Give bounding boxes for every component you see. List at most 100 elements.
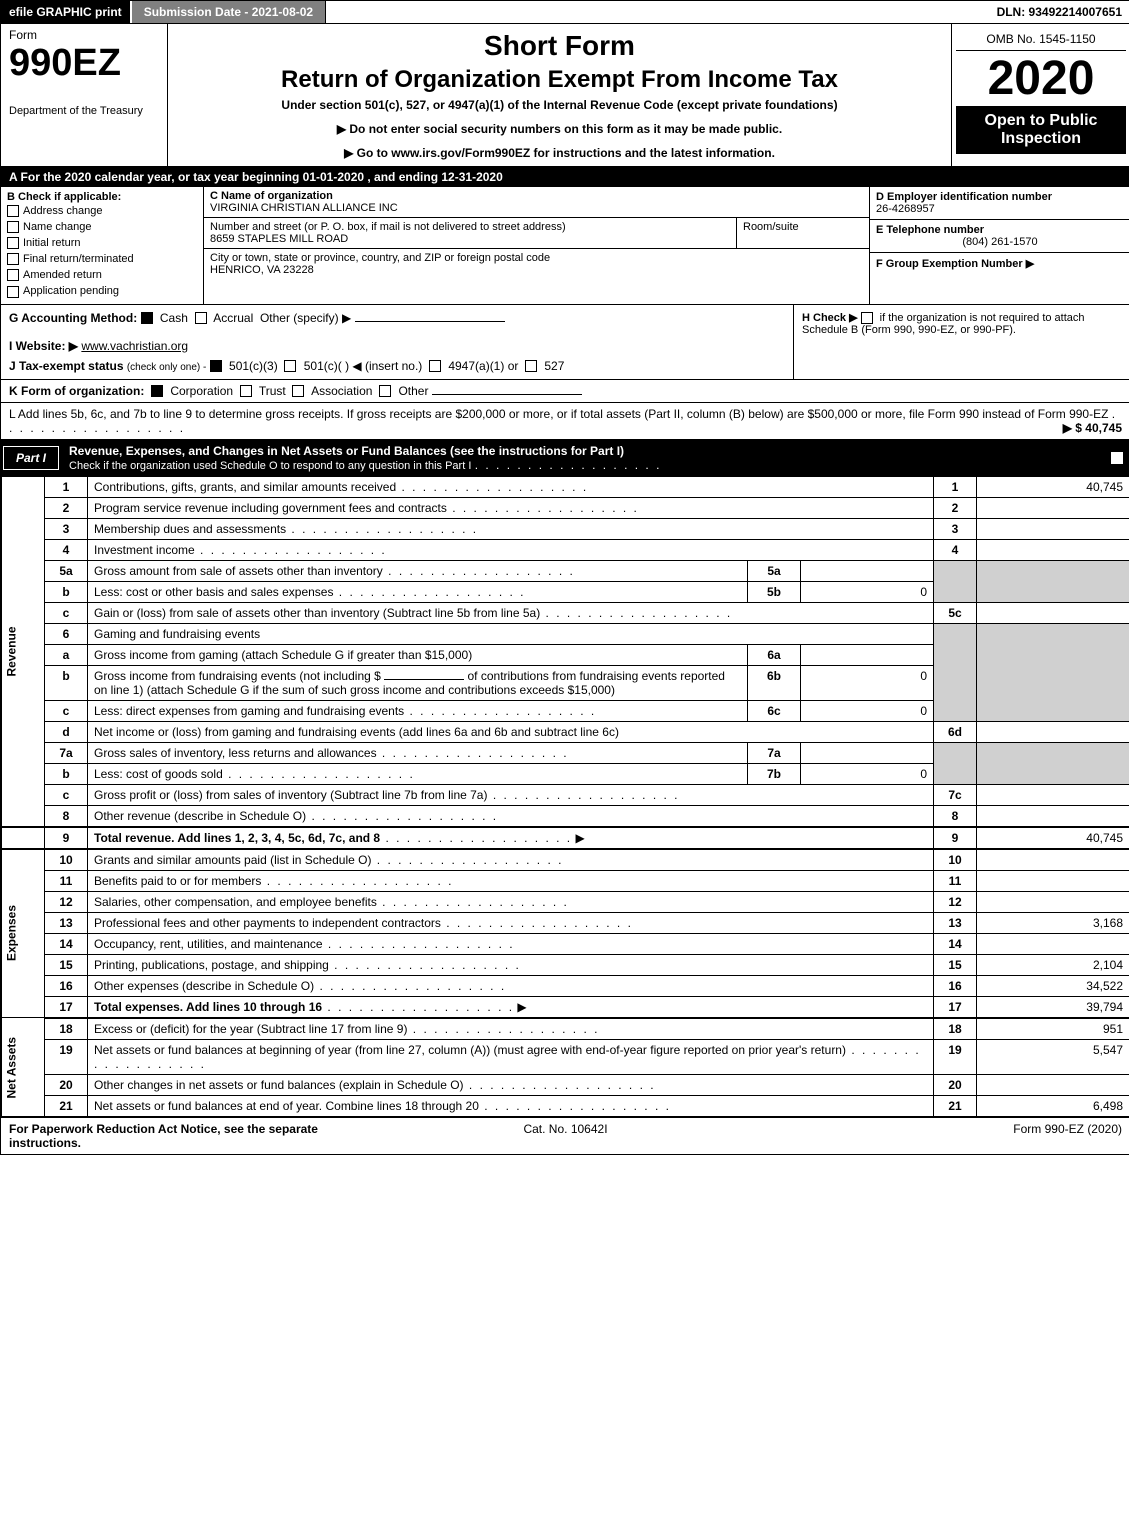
ein-label: D Employer identification number	[876, 191, 1124, 203]
omb-number: OMB No. 1545-1150	[956, 28, 1126, 51]
line-20-desc: Other changes in net assets or fund bala…	[94, 1078, 464, 1092]
section-def: D Employer identification number 26-4268…	[870, 187, 1129, 304]
line-1-amount: 40,745	[977, 476, 1129, 497]
phone-label: E Telephone number	[876, 224, 1124, 236]
part1-check-line: Check if the organization used Schedule …	[69, 460, 471, 472]
line-16-desc: Other expenses (describe in Schedule O)	[94, 979, 314, 993]
line-7a-desc: Gross sales of inventory, less returns a…	[94, 746, 377, 760]
check-final-return[interactable]: Final return/terminated	[7, 251, 197, 267]
line-7c-desc: Gross profit or (loss) from sales of inv…	[94, 788, 487, 802]
line-15-amount: 2,104	[977, 954, 1129, 975]
line-5c-desc: Gain or (loss) from sale of assets other…	[94, 606, 540, 620]
goto-instructions[interactable]: ▶ Go to www.irs.gov/Form990EZ for instru…	[176, 146, 943, 160]
part1-title: Revenue, Expenses, and Changes in Net As…	[69, 444, 624, 458]
no-ssn-notice: ▶ Do not enter social security numbers o…	[176, 122, 943, 136]
group-exemption-label: F Group Exemption Number ▶	[876, 258, 1034, 270]
line-19-amount: 5,547	[977, 1039, 1129, 1074]
check-schedule-b[interactable]	[861, 312, 873, 324]
footer-catno: Cat. No. 10642I	[380, 1122, 751, 1150]
check-application-pending[interactable]: Application pending	[7, 283, 197, 299]
line-20-amount	[977, 1074, 1129, 1095]
line-14-amount	[977, 933, 1129, 954]
part1-table: Revenue 1 Contributions, gifts, grants, …	[1, 476, 1129, 1117]
check-address-change[interactable]: Address change	[7, 203, 197, 219]
line-8-desc: Other revenue (describe in Schedule O)	[94, 809, 306, 823]
line-9-desc: Total revenue. Add lines 1, 2, 3, 4, 5c,…	[94, 831, 380, 845]
check-accrual[interactable]	[195, 312, 207, 324]
city-label: City or town, state or province, country…	[210, 252, 863, 264]
part1-tab: Part I	[3, 446, 59, 470]
form-word: Form	[9, 28, 159, 42]
line-19-desc: Net assets or fund balances at beginning…	[94, 1043, 846, 1057]
line-15-desc: Printing, publications, postage, and shi…	[94, 958, 329, 972]
line-10-amount	[977, 849, 1129, 871]
check-501c[interactable]	[284, 360, 296, 372]
form-org-label: K Form of organization:	[9, 384, 144, 398]
line-6a-desc: Gross income from gaming (attach Schedul…	[94, 648, 472, 662]
ein-value: 26-4268957	[876, 203, 1124, 215]
check-4947[interactable]	[429, 360, 441, 372]
website-value[interactable]: www.vachristian.org	[81, 339, 188, 353]
line-5a-desc: Gross amount from sale of assets other t…	[94, 564, 383, 578]
line-3-desc: Membership dues and assessments	[94, 522, 286, 536]
line-14-desc: Occupancy, rent, utilities, and maintena…	[94, 937, 323, 951]
line-3-amount	[977, 518, 1129, 539]
revenue-section-label: Revenue	[2, 476, 45, 827]
line-9-amount: 40,745	[977, 827, 1129, 849]
accounting-method-label: G Accounting Method:	[9, 311, 137, 325]
room-label: Room/suite	[743, 221, 863, 233]
footer-formno: Form 990-EZ (2020)	[751, 1122, 1122, 1150]
subtitle: Under section 501(c), 527, or 4947(a)(1)…	[176, 98, 943, 112]
line-8-amount	[977, 805, 1129, 827]
line-6c-desc: Less: direct expenses from gaming and fu…	[94, 704, 404, 718]
line-7c-amount	[977, 784, 1129, 805]
line-6b-desc1: Gross income from fundraising events (no…	[94, 669, 381, 683]
section-bcdef: B Check if applicable: Address change Na…	[1, 187, 1129, 305]
part1-header: Part I Revenue, Expenses, and Changes in…	[1, 440, 1129, 476]
section-k: K Form of organization: Corporation Trus…	[1, 380, 1129, 403]
check-527[interactable]	[525, 360, 537, 372]
check-other-org[interactable]	[379, 385, 391, 397]
line-10-desc: Grants and similar amounts paid (list in…	[94, 853, 371, 867]
org-name: VIRGINIA CHRISTIAN ALLIANCE INC	[210, 202, 863, 214]
page-footer: For Paperwork Reduction Act Notice, see …	[1, 1117, 1129, 1154]
check-name-change[interactable]: Name change	[7, 219, 197, 235]
org-name-label: C Name of organization	[210, 190, 863, 202]
accounting-other: Other (specify) ▶	[260, 311, 351, 325]
check-corporation[interactable]	[151, 385, 163, 397]
netassets-section-label: Net Assets	[2, 1018, 45, 1117]
short-form-title: Short Form	[176, 30, 943, 62]
line-13-amount: 3,168	[977, 912, 1129, 933]
check-schedule-o[interactable]: ☑	[1111, 452, 1123, 464]
line-5b-subval: 0	[801, 581, 934, 602]
website-label: I Website: ▶	[9, 339, 78, 353]
efile-print-label[interactable]: efile GRAPHIC print	[1, 1, 132, 23]
line-5b-desc: Less: cost or other basis and sales expe…	[94, 585, 333, 599]
section-gh: G Accounting Method: Cash Accrual Other …	[1, 305, 1129, 380]
line-5c-amount	[977, 602, 1129, 623]
check-amended-return[interactable]: Amended return	[7, 267, 197, 283]
line-6a-subval	[801, 644, 934, 665]
line-16-amount: 34,522	[977, 975, 1129, 996]
section-l-text: L Add lines 5b, 6c, and 7b to line 9 to …	[9, 407, 1108, 421]
line-13-desc: Professional fees and other payments to …	[94, 916, 441, 930]
tax-year: 2020	[956, 51, 1126, 106]
line-7a-subval	[801, 742, 934, 763]
check-initial-return[interactable]: Initial return	[7, 235, 197, 251]
check-association[interactable]	[292, 385, 304, 397]
check-501c3[interactable]	[210, 360, 222, 372]
return-title: Return of Organization Exempt From Incom…	[176, 66, 943, 94]
city-value: HENRICO, VA 23228	[210, 264, 863, 276]
dln: DLN: 93492214007651	[989, 1, 1129, 23]
line-6-desc: Gaming and fundraising events	[94, 627, 260, 641]
line-17-desc: Total expenses. Add lines 10 through 16	[94, 1000, 322, 1014]
department: Department of the Treasury	[9, 105, 159, 117]
check-trust[interactable]	[240, 385, 252, 397]
check-cash[interactable]	[141, 312, 153, 324]
line-2-desc: Program service revenue including govern…	[94, 501, 447, 515]
line-21-desc: Net assets or fund balances at end of ye…	[94, 1099, 479, 1113]
line-6b-subval: 0	[801, 665, 934, 700]
section-b: B Check if applicable: Address change Na…	[1, 187, 204, 304]
street-value: 8659 STAPLES MILL ROAD	[210, 233, 730, 245]
section-l: L Add lines 5b, 6c, and 7b to line 9 to …	[1, 403, 1129, 440]
